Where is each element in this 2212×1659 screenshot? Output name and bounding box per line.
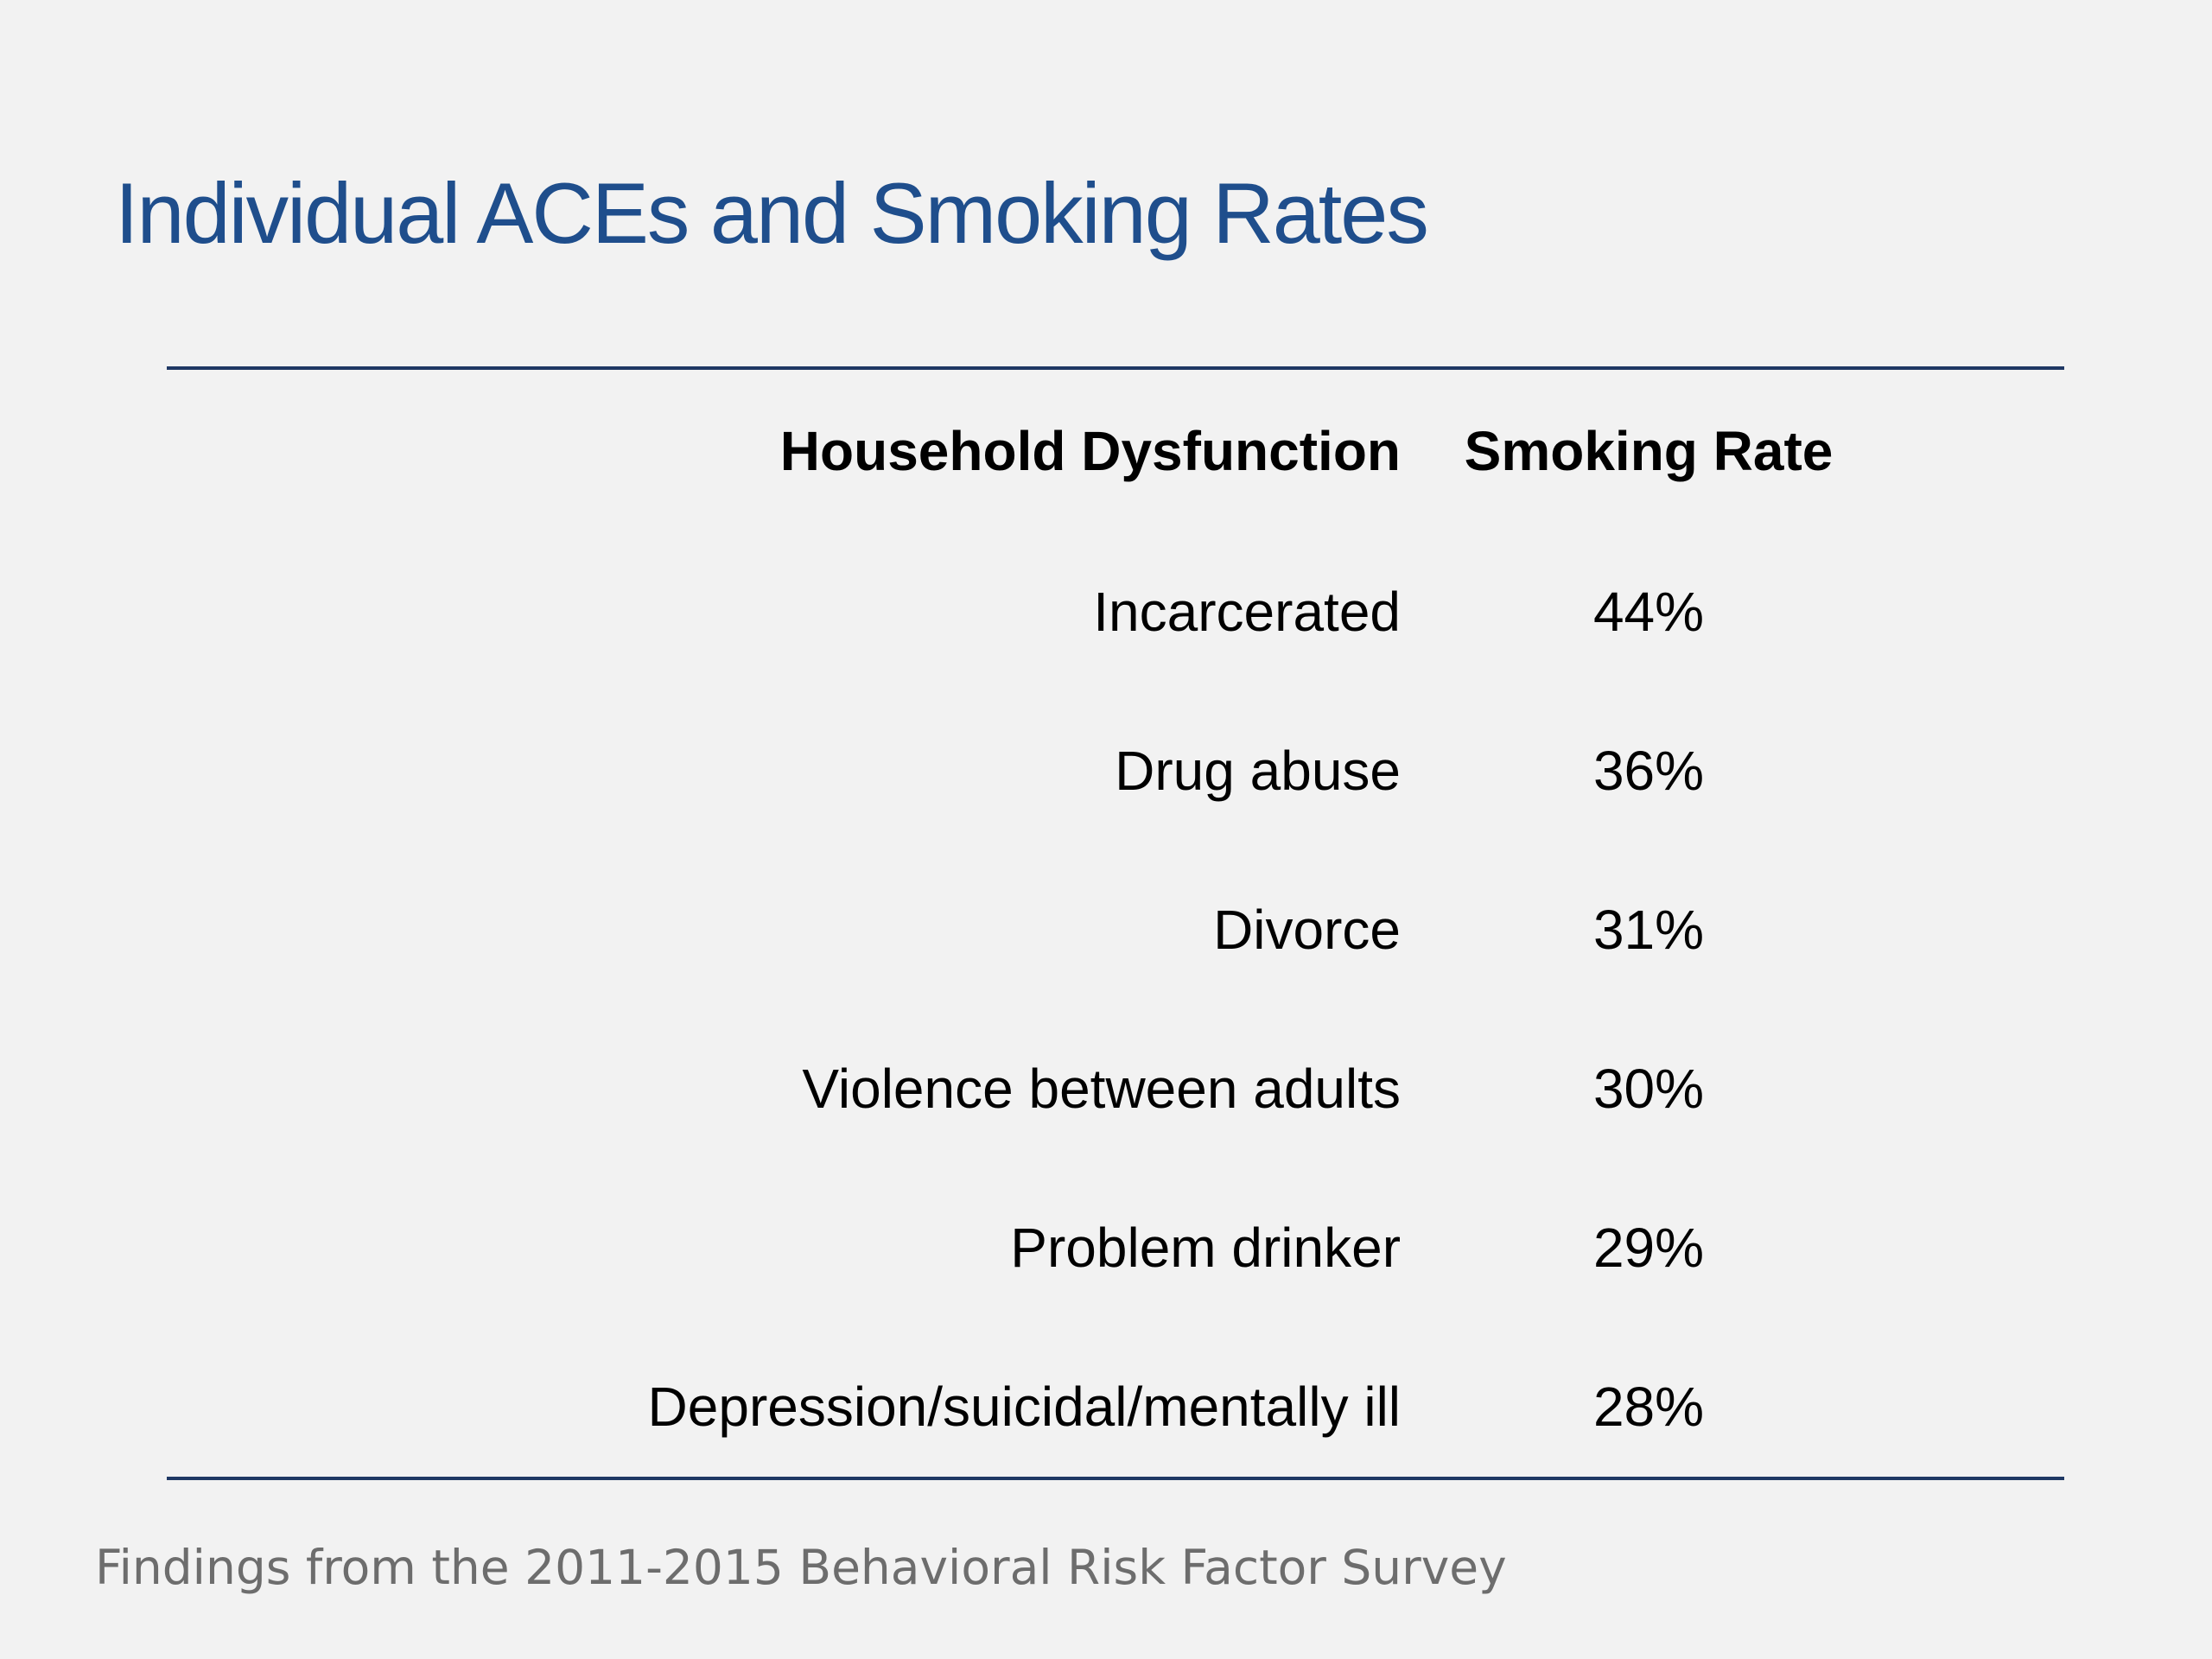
- table-row: Incarcerated 44%: [167, 532, 2064, 691]
- smoking-rate-value: 44%: [1592, 581, 1705, 643]
- smoking-rate-value: 30%: [1592, 1058, 1705, 1120]
- table-row: Divorce 31%: [167, 850, 2064, 1009]
- dysfunction-label: Violence between adults: [802, 1058, 1401, 1120]
- table-row: Violence between adults 30%: [167, 1009, 2064, 1168]
- table-row: Drug abuse 36%: [167, 691, 2064, 850]
- smoking-rate-value: 31%: [1592, 899, 1705, 961]
- dysfunction-label: Incarcerated: [1093, 581, 1401, 643]
- table-row: Problem drinker 29%: [167, 1168, 2064, 1327]
- dysfunction-label: Drug abuse: [1115, 740, 1401, 802]
- table-bottom-rule: [167, 1477, 2064, 1480]
- smoking-rate-value: 29%: [1592, 1217, 1705, 1279]
- column-header-smoking-rate: Smoking Rate: [1464, 420, 1834, 482]
- source-footnote: Findings from the 2011-2015 Behavioral R…: [95, 1540, 1507, 1595]
- smoking-rate-value: 28%: [1592, 1376, 1705, 1438]
- smoking-rates-table: Household Dysfunction Smoking Rate Incar…: [167, 370, 2064, 1486]
- dysfunction-label: Divorce: [1213, 899, 1401, 961]
- table-header-row: Household Dysfunction Smoking Rate: [167, 370, 2064, 532]
- column-header-household-dysfunction: Household Dysfunction: [779, 420, 1401, 482]
- table-row: Depression/suicidal/mentally ill 28%: [167, 1327, 2064, 1486]
- dysfunction-label: Depression/suicidal/mentally ill: [647, 1376, 1401, 1438]
- dysfunction-label: Problem drinker: [1010, 1217, 1401, 1279]
- table-top-rule: [167, 366, 2064, 370]
- slide-title: Individual ACEs and Smoking Rates: [115, 165, 1429, 261]
- smoking-rate-value: 36%: [1592, 740, 1705, 802]
